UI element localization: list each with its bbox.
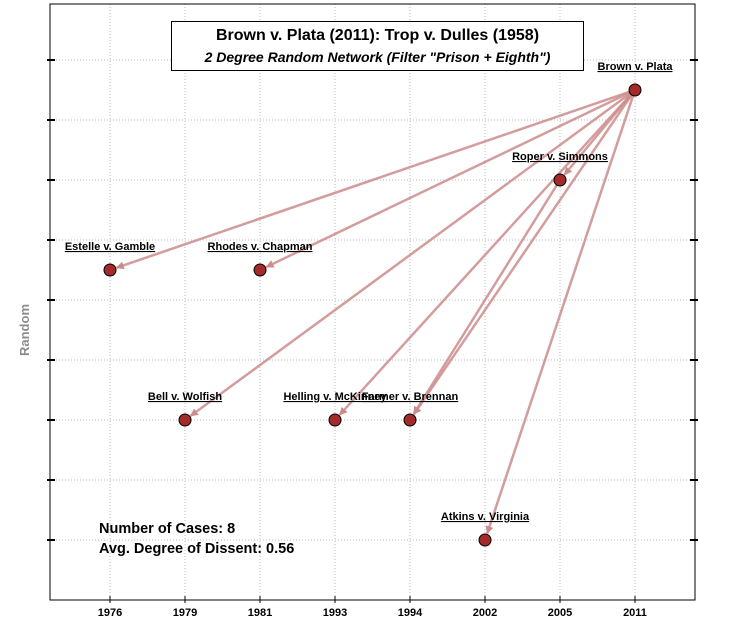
stats-block: Number of Cases: 8 Avg. Degree of Dissen… [99,519,294,559]
avg-degree-of-dissent: Avg. Degree of Dissent: 0.56 [99,541,295,557]
plot-frame [49,3,696,601]
x-tick-label: 1979 [173,607,197,619]
node-helling[interactable] [328,413,342,427]
edge-brown-helling [338,93,632,416]
x-tick-label: 1981 [248,607,272,619]
node-farmer[interactable] [403,413,417,427]
x-tick-label: 1994 [398,607,423,619]
node-bell[interactable] [178,413,192,427]
x-tick-label: 2005 [548,607,572,619]
node-atkins[interactable] [478,533,492,547]
y-axis-label: Random [17,304,32,356]
number-of-cases: Number of Cases: 8 [99,521,236,537]
node-label-estelle: Estelle v. Gamble [65,241,155,253]
chart-title: Brown v. Plata (2011): Trop v. Dulles (1… [215,27,540,44]
node-label-atkins: Atkins v. Virginia [441,511,530,523]
node-label-roper: Roper v. Simmons [512,151,608,163]
node-roper[interactable] [553,173,567,187]
x-tick-label: 1976 [98,607,122,619]
x-tick-label: 1993 [323,607,347,619]
x-tick-label: 2011 [623,607,647,619]
chart-title-box: Brown v. Plata (2011): Trop v. Dulles (1… [171,21,584,71]
edge-brown-farmer [412,94,633,415]
node-label-rhodes: Rhodes v. Chapman [208,241,313,253]
node-label-brown: Brown v. Plata [598,61,674,73]
grid-layer [50,4,695,600]
node-label-bell: Bell v. Wolfish [148,391,222,403]
edge-brown-estelle [115,90,630,270]
edge-brown-bell [189,92,631,417]
node-estelle[interactable] [103,263,117,277]
edge-layer [115,90,635,535]
edge-brown-atkins [485,95,635,535]
edge-roper-farmer [412,184,558,415]
label-layer: Brown v. Plata Roper v. Simmons Estelle v.… [65,61,674,523]
node-label-helling: Helling v. McKinney [283,391,387,403]
chart-subtitle: 2 Degree Random Network (Filter "Prison … [204,49,551,65]
x-tick-label: 2002 [473,607,497,619]
node-layer [103,83,642,547]
edge-brown-roper [563,93,633,176]
node-label-farmer: Farmer v. Brennan [362,391,459,403]
edge-brown-rhodes [265,91,631,269]
node-rhodes[interactable] [253,263,267,277]
node-brown[interactable] [628,83,642,97]
ticks-layer: 1976 1979 1981 1993 1994 2002 2005 2011 [47,59,698,619]
